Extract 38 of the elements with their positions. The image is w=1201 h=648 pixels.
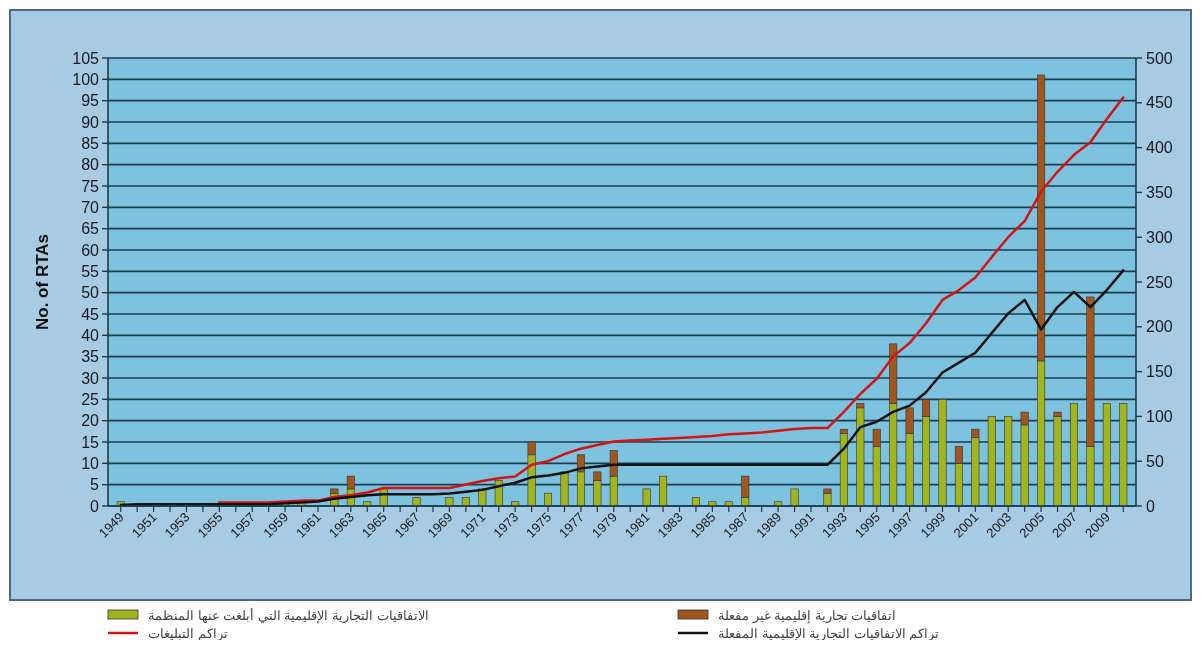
y-tick-label: 10 xyxy=(81,454,100,472)
y-tick-label: 40 xyxy=(81,326,100,344)
y-tick-label: 25 xyxy=(81,390,100,408)
y2-tick-label: 200 xyxy=(1146,318,1173,336)
y-tick-label: 35 xyxy=(81,348,100,366)
y2-tick-label: 450 xyxy=(1146,94,1173,112)
y-tick-label: 70 xyxy=(81,198,100,216)
y-tick-label: 85 xyxy=(81,134,100,152)
legend-label: الاتفاقيات التجارية الإقليمية التي أبلغت عنها المنظمة xyxy=(148,606,429,624)
y-tick-label: 90 xyxy=(81,113,100,131)
y-axis-title: No. of RTAs xyxy=(33,233,52,331)
y2-tick-label: 300 xyxy=(1146,228,1173,246)
y-tick-label: 5 xyxy=(90,476,100,494)
y-tick-label: 50 xyxy=(81,284,100,302)
y-tick-label: 105 xyxy=(72,49,100,67)
y2-tick-label: 50 xyxy=(1146,452,1164,470)
legend-label: تراكم التبليغات xyxy=(148,625,228,642)
legend-label: اتفاقيات تجارية إقليمية غير مفعلة xyxy=(718,607,897,624)
y-tick-label: 30 xyxy=(81,369,100,387)
y-tick-label: 0 xyxy=(90,497,100,515)
y-tick-label: 100 xyxy=(72,70,100,88)
y-tick-label: 20 xyxy=(81,412,100,430)
y-tick-label: 80 xyxy=(81,156,100,174)
legend-label: تراكم الاتفاقيات التجارية الإقليمية المفعلة xyxy=(718,625,940,642)
y-tick-label: 75 xyxy=(81,177,100,195)
y-tick-label: 60 xyxy=(81,241,100,259)
y2-tick-label: 250 xyxy=(1146,273,1173,291)
y-tick-label: 15 xyxy=(81,433,100,451)
y2-tick-label: 0 xyxy=(1146,497,1155,515)
y-tick-label: 95 xyxy=(81,92,100,110)
y2-tick-label: 150 xyxy=(1146,363,1173,381)
y2-tick-label: 350 xyxy=(1146,184,1173,201)
y-tick-label: 45 xyxy=(81,305,100,323)
y2-tick-label: 100 xyxy=(1146,408,1173,425)
y-tick-label: 55 xyxy=(81,262,100,280)
y2-tick-label: 500 xyxy=(1146,49,1173,67)
y2-tick-label: 400 xyxy=(1146,139,1173,157)
y-tick-label: 65 xyxy=(81,220,100,238)
